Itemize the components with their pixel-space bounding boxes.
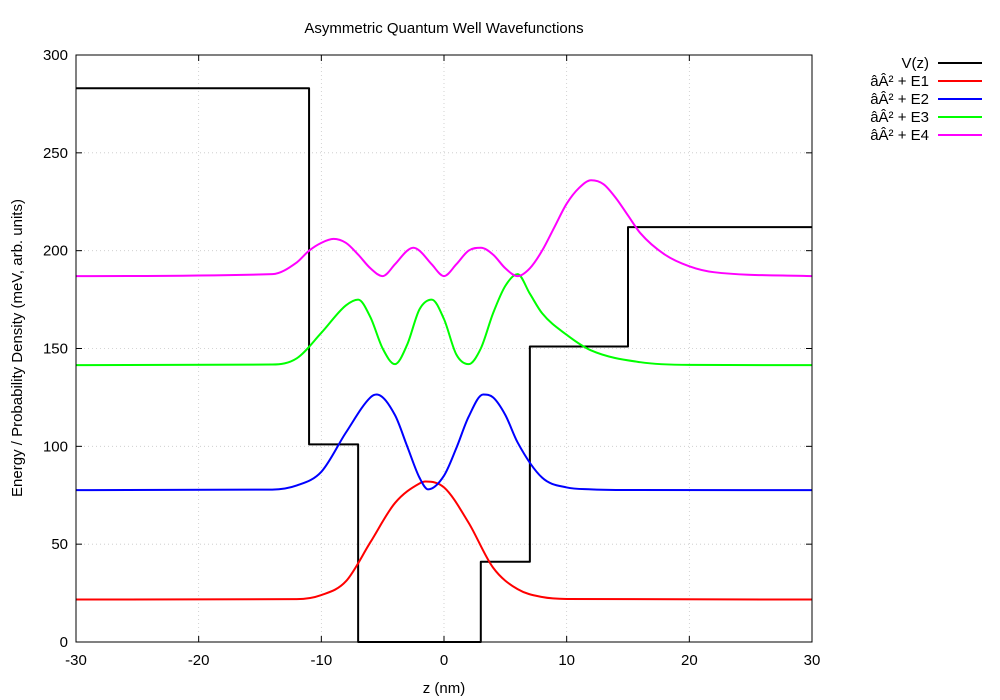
chart-title: Asymmetric Quantum Well Wavefunctions xyxy=(304,20,583,37)
plot-series xyxy=(75,87,813,643)
y-tick-label: 200 xyxy=(43,243,68,260)
series-line-wavefunction-e1 xyxy=(75,480,813,601)
series-line-wavefunction-e4 xyxy=(75,179,813,278)
series-line-wavefunction-e2 xyxy=(75,393,813,492)
x-tick-label: 0 xyxy=(440,652,448,669)
legend-label-wavefunction-e3: âÂ² + E3 xyxy=(870,109,929,126)
legend-label-potential: V(z) xyxy=(902,55,930,72)
x-tick-label: 30 xyxy=(804,652,821,669)
x-axis-label: z (nm) xyxy=(423,680,466,697)
legend-label-wavefunction-e2: âÂ² + E2 xyxy=(870,91,929,108)
x-tick-label: 20 xyxy=(681,652,698,669)
y-tick-label: 250 xyxy=(43,145,68,162)
x-tick-label: -10 xyxy=(310,652,332,669)
y-tick-label: 0 xyxy=(60,634,68,651)
y-tick-label: 150 xyxy=(43,341,68,358)
y-tick-label: 100 xyxy=(43,438,68,455)
series-line-potential xyxy=(76,87,812,643)
x-tick-label: -20 xyxy=(188,652,210,669)
y-axis-label: Energy / Probability Density (meV, arb. … xyxy=(9,199,26,497)
series-line-wavefunction-e3 xyxy=(75,273,813,367)
grid-lines xyxy=(76,55,812,642)
y-tick-label: 300 xyxy=(43,47,68,64)
x-tick-label: -30 xyxy=(65,652,87,669)
y-tick-label: 50 xyxy=(51,536,68,553)
legend-label-wavefunction-e1: âÂ² + E1 xyxy=(870,73,929,90)
x-tick-label: 10 xyxy=(558,652,575,669)
legend-label-wavefunction-e4: âÂ² + E4 xyxy=(870,127,929,144)
